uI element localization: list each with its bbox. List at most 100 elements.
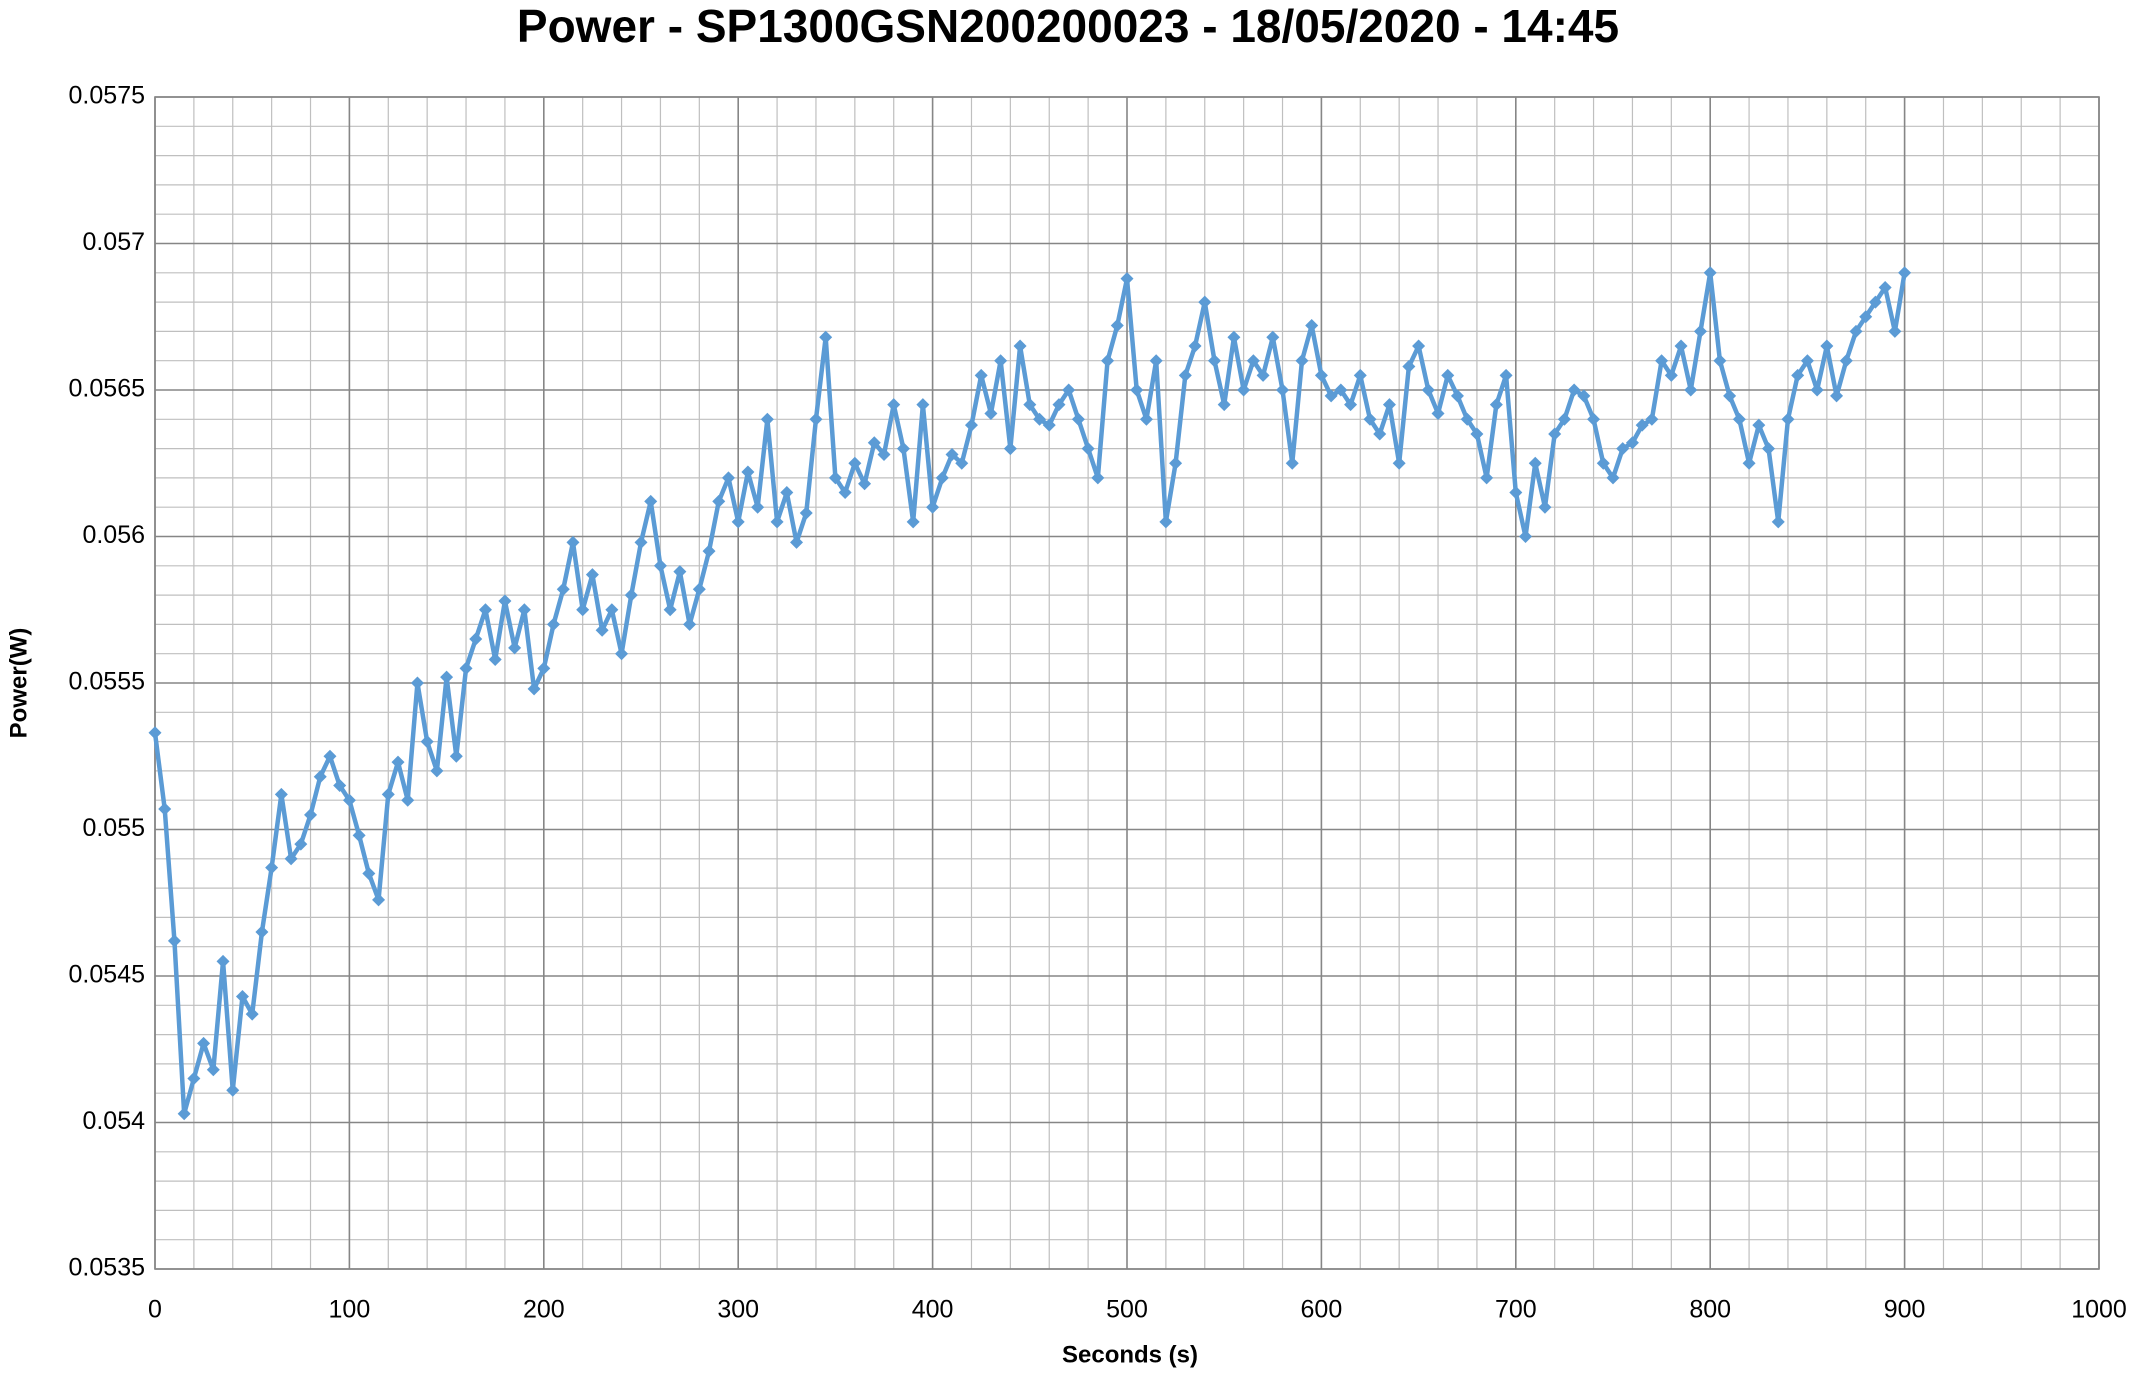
data-point xyxy=(1596,456,1610,470)
data-point xyxy=(1713,354,1727,368)
data-point xyxy=(488,653,502,667)
data-point xyxy=(770,515,784,529)
data-point xyxy=(381,787,395,801)
data-point xyxy=(1013,339,1027,353)
data-point xyxy=(1188,339,1202,353)
data-point xyxy=(1820,339,1834,353)
data-point xyxy=(819,330,833,344)
data-point xyxy=(799,506,813,520)
data-point xyxy=(1849,324,1863,338)
data-point xyxy=(1723,389,1737,403)
y-tick-label: 0.056 xyxy=(82,521,145,549)
data-point xyxy=(1577,389,1591,403)
data-point xyxy=(1762,442,1776,456)
data-point xyxy=(527,682,541,696)
x-tick-label: 300 xyxy=(717,1296,759,1324)
data-point xyxy=(1645,412,1659,426)
data-point xyxy=(187,1072,201,1086)
data-point xyxy=(887,398,901,412)
data-point xyxy=(148,726,162,740)
data-point xyxy=(1830,389,1844,403)
data-point xyxy=(1402,360,1416,374)
data-point xyxy=(362,866,376,880)
data-point xyxy=(459,661,473,675)
data-point xyxy=(1033,412,1047,426)
data-point xyxy=(1091,471,1105,485)
data-point xyxy=(1771,515,1785,529)
x-tick-label: 700 xyxy=(1495,1296,1537,1324)
data-point xyxy=(1567,383,1581,397)
data-point xyxy=(1470,427,1484,441)
x-tick-label: 400 xyxy=(912,1296,954,1324)
data-point xyxy=(712,494,726,508)
data-point xyxy=(1450,389,1464,403)
data-point xyxy=(440,670,454,684)
data-point xyxy=(916,398,930,412)
x-tick-label: 500 xyxy=(1106,1296,1148,1324)
data-point xyxy=(867,436,881,450)
data-point xyxy=(1616,442,1630,456)
data-point xyxy=(1392,456,1406,470)
data-point xyxy=(265,861,279,875)
data-point xyxy=(1742,456,1756,470)
data-point xyxy=(478,603,492,617)
data-point xyxy=(294,837,308,851)
x-tick-label: 600 xyxy=(1301,1296,1343,1324)
data-point xyxy=(1703,266,1717,280)
data-point xyxy=(877,447,891,461)
data-point xyxy=(1003,442,1017,456)
data-point xyxy=(391,755,405,769)
data-point xyxy=(197,1036,211,1050)
data-point xyxy=(537,661,551,675)
data-point xyxy=(1635,418,1649,432)
data-point xyxy=(1305,319,1319,333)
data-point xyxy=(158,802,172,816)
data-point xyxy=(1052,398,1066,412)
data-point xyxy=(683,617,697,631)
data-point xyxy=(1528,456,1542,470)
data-point xyxy=(1120,272,1134,286)
data-point xyxy=(1606,471,1620,485)
data-point xyxy=(1499,368,1513,382)
data-point xyxy=(1382,398,1396,412)
data-point xyxy=(1674,339,1688,353)
x-tick-label: 200 xyxy=(523,1296,565,1324)
data-point xyxy=(790,535,804,549)
data-point xyxy=(1373,427,1387,441)
data-point xyxy=(1217,398,1231,412)
data-point xyxy=(1684,383,1698,397)
data-point xyxy=(313,770,327,784)
data-point xyxy=(566,535,580,549)
data-point xyxy=(1334,383,1348,397)
data-point xyxy=(1800,354,1814,368)
x-tick-label: 800 xyxy=(1689,1296,1731,1324)
data-point xyxy=(1207,354,1221,368)
data-point xyxy=(177,1107,191,1121)
data-point xyxy=(284,852,298,866)
data-point xyxy=(255,925,269,939)
x-axis-label: Seconds (s) xyxy=(1062,1341,1198,1368)
data-point xyxy=(1693,324,1707,338)
data-point xyxy=(1169,456,1183,470)
plot-border xyxy=(154,96,2100,1270)
data-point xyxy=(420,735,434,749)
data-point xyxy=(1324,389,1338,403)
data-point xyxy=(838,486,852,500)
data-point xyxy=(1159,515,1173,529)
data-point xyxy=(1042,418,1056,432)
y-axis-label: Power(W) xyxy=(5,628,32,739)
data-point xyxy=(1101,354,1115,368)
data-point xyxy=(1480,471,1494,485)
data-point xyxy=(780,486,794,500)
data-point xyxy=(1314,368,1328,382)
y-tick-label: 0.057 xyxy=(82,228,145,256)
data-point xyxy=(926,500,940,514)
data-point xyxy=(1732,412,1746,426)
data-point xyxy=(809,412,823,426)
data-point xyxy=(508,641,522,655)
data-point xyxy=(1023,398,1037,412)
data-point xyxy=(1859,310,1873,324)
data-point xyxy=(372,893,386,907)
data-point xyxy=(498,594,512,608)
